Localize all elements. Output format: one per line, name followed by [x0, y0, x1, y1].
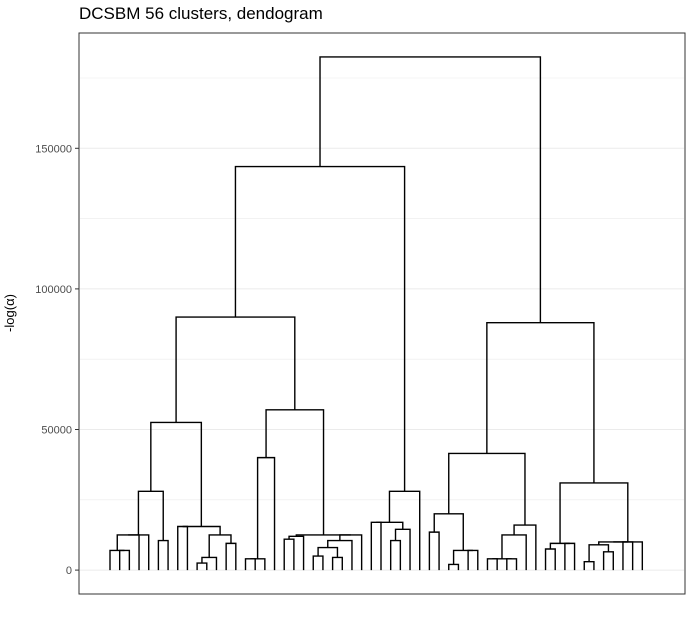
grid-lines: [80, 77, 684, 571]
y-tick-label: 50000: [41, 424, 72, 436]
y-axis-ticks: 0 50000 100000 150000: [35, 143, 79, 577]
y-tick-label: 100000: [35, 284, 72, 296]
dendrogram-link: [201, 556, 218, 571]
dendrogram-link: [559, 482, 629, 544]
dendrogram-links: [109, 56, 644, 571]
dendrogram-link: [613, 541, 644, 571]
dendrogram-link: [452, 549, 473, 565]
dendrogram-link: [544, 548, 556, 571]
dendrogram-link: [317, 546, 339, 558]
dendrogram-link: [583, 560, 595, 571]
y-tick-label: 150000: [35, 143, 72, 155]
dendrogram-link: [312, 555, 324, 571]
dendrogram-link: [339, 534, 363, 571]
dendrogram-link: [182, 525, 221, 535]
y-tick-label: 0: [66, 565, 72, 577]
dendrogram-link: [376, 521, 404, 530]
dendrogram-link: [370, 521, 382, 571]
dendrogram-link: [196, 562, 208, 571]
dendrogram-link: [250, 558, 266, 571]
dendrogram-link: [467, 549, 479, 571]
dendrogram-link: [331, 556, 343, 571]
dendrogram-link: [319, 56, 542, 323]
dendrogram-link: [137, 490, 164, 541]
dendrogram-link: [109, 549, 125, 571]
dendrogram-link: [118, 549, 131, 571]
dendrogram-link: [602, 551, 614, 571]
dendrogram-link: [128, 534, 150, 571]
dendrogram-link: [448, 563, 460, 571]
dendrogram-link: [486, 558, 498, 571]
chart-title: DCSBM 56 clusters, dendogram: [79, 4, 323, 23]
dendrogram-link: [256, 456, 276, 571]
dendrogram-link: [549, 542, 570, 550]
dendrogram-link: [388, 490, 421, 571]
dendrogram-link: [295, 534, 351, 537]
plot-panel: [78, 32, 686, 595]
